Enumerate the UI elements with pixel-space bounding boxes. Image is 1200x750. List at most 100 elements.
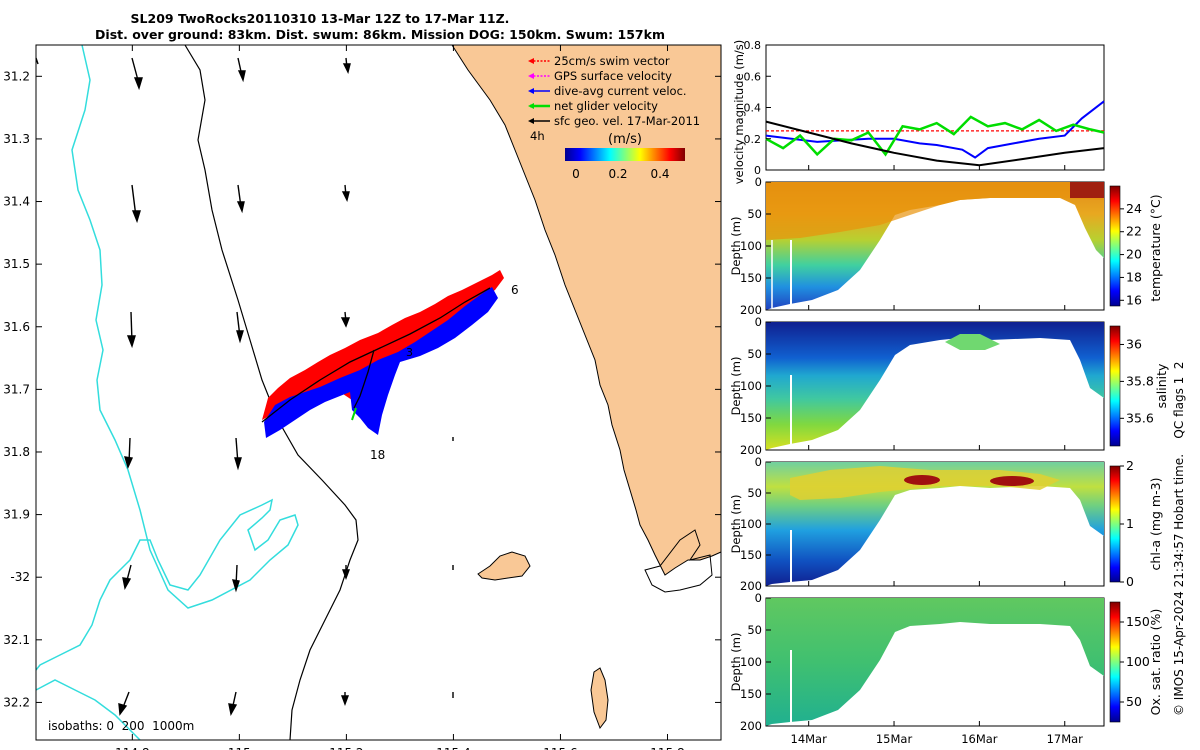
colorbar-tick-label: 18 <box>1126 269 1142 284</box>
map-xtick-label: 115.6 <box>543 746 577 750</box>
colorbar-tick-label: 100 <box>1126 654 1150 669</box>
coastline <box>451 44 722 576</box>
velocity-ytick-label: 0.6 <box>744 70 762 83</box>
colorbar-tick-label: 35.8 <box>1126 373 1154 388</box>
geostrophic-vectors <box>35 57 454 717</box>
legend-swim-vector: 25cm/s swim vector <box>554 54 670 68</box>
section-ytick-label: 50 <box>747 207 762 221</box>
map-axes: 114.8 115 115.2 115.4 115.6 115.8 31.2 31.3 31.4… <box>3 45 721 750</box>
temperature-label: temperature (°C) <box>1148 194 1163 301</box>
section-ytick-label: 0 <box>755 591 762 605</box>
speed-colorbar-tick-2: 0.4 <box>650 167 669 181</box>
colorbar-tick-label: 35.6 <box>1126 410 1154 425</box>
colorbar-tick-label: 2 <box>1126 458 1134 473</box>
oxygen-label: Ox. sat. ratio (%) <box>1148 609 1163 716</box>
temperature-panel: temperature (°C) Depth (m) <box>729 181 1163 311</box>
isobath-legend: isobaths: 0 200 1000m <box>48 719 194 733</box>
map-ytick-label: 31.8 <box>3 445 30 459</box>
map-xtick-label: 115 <box>228 746 251 750</box>
legend-geostrophic: sfc geo. vel. 17-Mar-2011 <box>554 114 700 128</box>
speed-colorbar <box>565 148 685 161</box>
chlorophyll-peak-2 <box>990 476 1034 486</box>
date-tick-label: 16Mar <box>961 732 998 746</box>
colorbar-tick-label: 50 <box>1126 694 1142 709</box>
oxygen-panel: Ox. sat. ratio (%) Depth (m) <box>729 597 1163 727</box>
date-tick-label: 14Mar <box>791 732 828 746</box>
chlorophyll-colorbar <box>1109 465 1121 583</box>
section-ytick-label: 100 <box>740 379 762 393</box>
track-label-mid: 3 <box>406 346 413 359</box>
map-frame <box>35 44 722 741</box>
legend-time-marker: 4h <box>530 129 545 143</box>
colorbar-tick-label: 16 <box>1126 292 1142 307</box>
map-ytick-label: 32.1 <box>3 633 30 647</box>
colorbar-tick-label: 20 <box>1126 247 1142 262</box>
map-ytick-label: 31.7 <box>3 382 30 396</box>
map-xtick-label: 115.4 <box>436 746 470 750</box>
colorbar-units: (m/s) <box>608 132 642 147</box>
isobath-200m <box>184 44 359 741</box>
imos-credit: © IMOS 15-Apr-2024 21:34:57 Hobart time. <box>1172 454 1186 716</box>
map-legend: 25cm/s swim vector GPS surface velocity … <box>528 54 700 181</box>
map-ytick-label: -32 <box>10 570 30 584</box>
speed-colorbar-tick-0: 0 <box>572 167 580 181</box>
velocity-series-sfc-geo-vel- <box>765 120 1105 167</box>
salinity-high-patch <box>945 334 1000 350</box>
map-ytick-label: 31.6 <box>3 320 30 334</box>
map-ytick-label: 31.4 <box>3 195 30 209</box>
map-ytick-label: 31.3 <box>3 132 30 146</box>
velocity-ytick-label: 0.8 <box>744 39 762 52</box>
section-ytick-label: 200 <box>740 579 762 593</box>
map-xtick-label: 114.8 <box>115 746 149 750</box>
temperature-ylabel: Depth (m) <box>729 217 743 276</box>
oxygen-ylabel: Depth (m) <box>729 633 743 692</box>
section-axes: 050100150200161820222405010015020035.635… <box>740 165 1154 746</box>
section-ytick-label: 50 <box>747 486 762 500</box>
chlorophyll-panel: chl-a (mg m-3) Depth (m) <box>729 461 1163 587</box>
salinity-label: salinity <box>1154 363 1169 408</box>
velocity-lines: 0 0.2 0.4 0.6 0.8 <box>744 39 1105 177</box>
glider-track-group <box>261 270 504 438</box>
map-xtick-label: 115.2 <box>329 746 363 750</box>
legend-net-velocity: net glider velocity <box>554 99 658 113</box>
section-ytick-label: 100 <box>740 239 762 253</box>
section-ytick-label: 150 <box>740 271 762 285</box>
section-ytick-label: 100 <box>740 655 762 669</box>
section-ytick-label: 0 <box>755 315 762 329</box>
garden-island <box>590 667 609 730</box>
section-ytick-label: 150 <box>740 548 762 562</box>
section-ytick-label: 0 <box>755 455 762 469</box>
colorbar-tick-label: 1 <box>1126 516 1134 531</box>
chlorophyll-peak-1 <box>904 475 940 485</box>
section-ytick-label: 200 <box>740 443 762 457</box>
section-ytick-label: 200 <box>740 303 762 317</box>
section-ytick-label: 50 <box>747 347 762 361</box>
track-label-start: 18 <box>370 448 385 462</box>
chlorophyll-ylabel: Depth (m) <box>729 495 743 554</box>
velocity-panel: 0 0.2 0.4 0.6 0.8 velocity magnitude (m/s) <box>732 39 1105 184</box>
estuary-inlet <box>644 529 713 593</box>
colorbar-tick-label: 24 <box>1126 201 1142 216</box>
section-ytick-label: 0 <box>755 175 762 189</box>
map-xtick-label: 115.8 <box>650 746 684 750</box>
salinity-ylabel: Depth (m) <box>729 357 743 416</box>
date-tick-label: 17Mar <box>1047 732 1084 746</box>
section-ytick-label: 150 <box>740 687 762 701</box>
figure-title-line2: Dist. over ground: 83km. Dist. swum: 86k… <box>95 27 665 42</box>
legend-current: dive-avg current veloc. <box>554 84 687 98</box>
map-ytick-label: 32.2 <box>3 695 30 709</box>
colorbar-tick-label: 0 <box>1126 574 1134 589</box>
velocity-frame <box>765 44 1105 171</box>
salinity-colorbar <box>1109 325 1121 447</box>
velocity-ytick-label: 0.4 <box>744 102 762 115</box>
glider-track-branch <box>353 349 375 409</box>
map-ytick-label: 31.9 <box>3 508 30 522</box>
qc-flags-label: QC flags 1 2 <box>1172 361 1186 438</box>
current-vector-fan <box>264 287 498 438</box>
isobath-1000m-south <box>35 679 141 741</box>
temperature-warm-surface <box>766 182 1104 240</box>
legend-gps-velocity: GPS surface velocity <box>554 69 672 83</box>
temperature-hot-patch <box>1070 182 1104 198</box>
temperature-colorbar <box>1109 185 1121 307</box>
